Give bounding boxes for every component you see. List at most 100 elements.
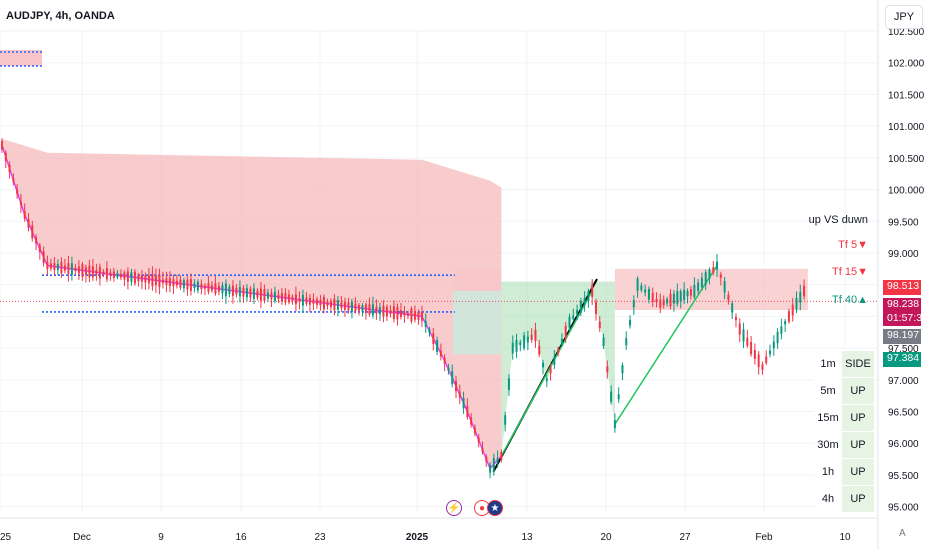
candle-body [23,211,26,219]
candle-body [727,294,730,301]
candle-body [443,358,446,364]
legend-label: Tf 5▼ [838,239,868,251]
candle-body [602,337,605,347]
candle-body [347,302,350,311]
candle-body [799,292,802,303]
candle-body [249,288,252,298]
candle-body [470,417,473,425]
candle-body [651,292,654,302]
auto-scale-button[interactable]: A [899,528,906,539]
y-tick-label: 96.000 [888,439,919,450]
candle-body [8,164,11,172]
candle-body [636,278,639,291]
candle-body [287,294,290,303]
candle-body [245,288,248,298]
candle-body [742,329,745,342]
candle-body [319,299,322,306]
candle-body [263,289,266,301]
candle-body [312,299,315,304]
candle-body [489,464,492,473]
candle-body [266,292,269,299]
x-tick-label: 16 [235,532,247,543]
candle-body [329,300,332,308]
candle-body [168,278,171,286]
candle-body [119,273,122,278]
y-tick-label: 96.500 [888,408,919,419]
candle-body [179,279,182,288]
bullish-cloud [501,281,615,456]
candle-body [31,225,34,239]
candle-body [803,285,806,297]
candle-body [716,261,719,270]
candle-body [621,365,624,374]
candle-body [333,298,336,311]
symbol-title[interactable]: AUDJPY, 4h, OANDA [6,10,115,22]
candle-body [210,285,213,291]
candle-body [644,289,647,293]
candle-body [350,301,353,312]
candle-body [659,299,662,308]
candle-body [126,271,129,282]
candle-body [207,283,210,292]
candle-body [473,427,476,434]
trend-state-cell: UP [841,404,875,432]
candle-body [625,338,628,346]
candle-body [95,270,98,275]
trend-row: 1m SIDE [814,350,875,378]
candle-body [436,340,439,352]
candle-body [413,311,416,320]
flag-icon[interactable]: ★ [487,500,503,516]
candle-body [158,274,161,288]
candle-body [19,201,22,206]
candle-body [147,275,150,284]
candle-body [130,272,133,282]
candle-body [655,298,658,303]
candle-body [757,354,760,368]
candle-body [587,291,590,302]
candle-body [12,178,15,182]
price-tag: 97.384 [883,352,921,367]
x-tick-label: 20 [600,532,612,543]
candle-body [772,341,775,349]
candle-body [81,264,84,277]
candle-body [676,290,679,304]
candle-body [704,272,707,285]
candle-body [200,283,203,290]
candle-body [361,305,364,312]
candle-body [151,273,154,287]
candle-body [669,293,672,307]
candle-body [301,295,304,306]
y-axis: 95.00095.50096.00096.50097.00097.50098.0… [888,27,925,514]
candle-body [399,310,402,318]
candle-body [354,303,357,312]
cloud-fill [2,138,808,469]
candle-body [403,312,406,316]
candle-body [224,283,227,297]
lightning-icon[interactable]: ⚡ [446,500,462,516]
candle-body [672,293,675,304]
candle-body [74,267,77,272]
candle-body [70,263,73,275]
x-tick-label: 9 [158,532,164,543]
candle-body [738,323,741,335]
candle-body [326,301,329,306]
candle-body [700,277,703,288]
candle-body [63,265,66,271]
y-tick-label: 99.000 [888,249,919,260]
currency-button[interactable]: JPY [885,5,923,29]
candle-body [455,381,457,392]
candle-body [308,297,311,305]
candle-body [686,290,689,297]
candle-body [305,297,308,304]
candle-body [270,292,273,300]
candle-body [632,300,635,308]
y-tick-label: 95.000 [888,503,919,514]
candle-body [500,452,503,460]
candle-body [791,304,794,316]
candle-body [683,289,686,300]
candle-body [560,338,563,345]
candle-body [357,304,360,311]
candle-body [273,291,276,302]
candle-body [123,272,126,280]
